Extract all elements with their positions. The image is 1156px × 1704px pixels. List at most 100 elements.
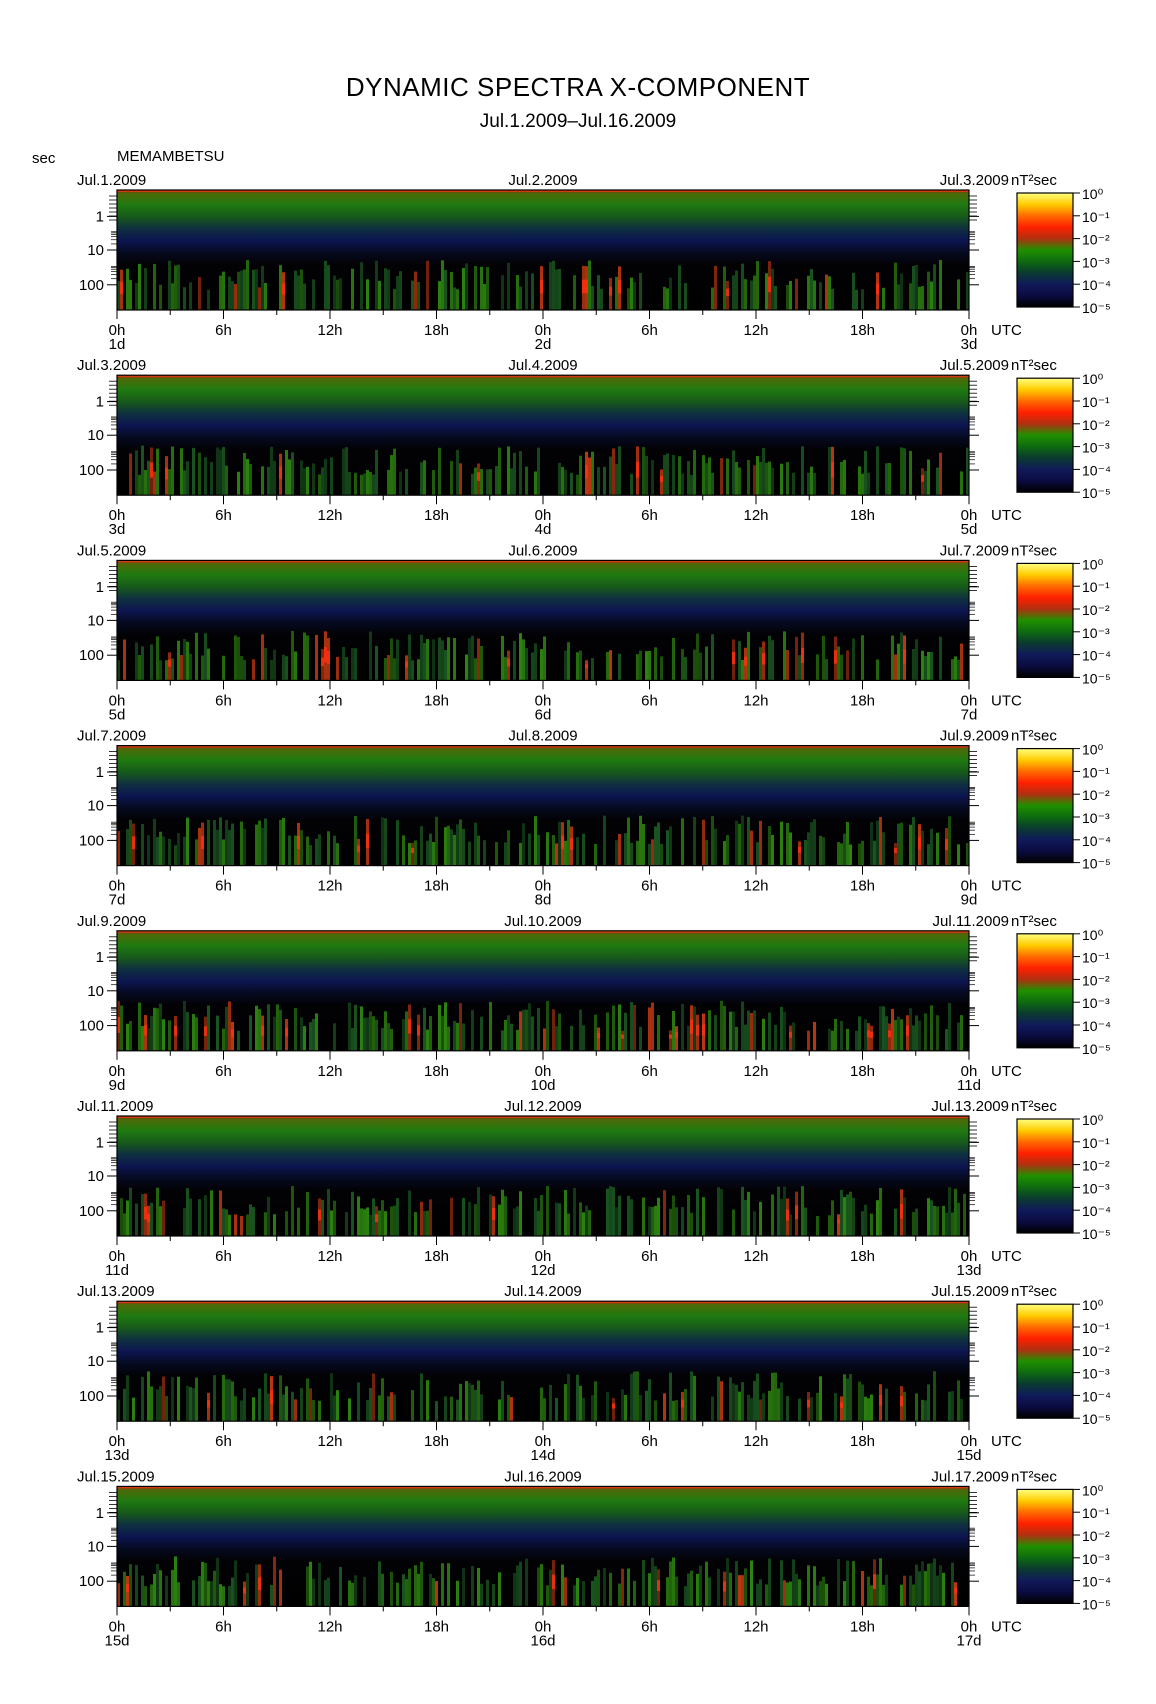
x-tick-label: 0h — [109, 692, 126, 709]
colorbar-tick-label: 10⁻⁵ — [1082, 1596, 1111, 1612]
x-tick-label: 18h — [424, 322, 449, 339]
colorbar-tick-label: 10⁰ — [1082, 186, 1104, 202]
x-tick-label: 0h — [535, 692, 552, 709]
x-tick-label: 6h — [215, 1248, 232, 1265]
x-tick-label: 18h — [424, 1248, 449, 1265]
colorbar — [1016, 192, 1074, 308]
colorbar — [1016, 1303, 1074, 1419]
y-tick-label: 100 — [79, 462, 104, 479]
panel-left-date: Jul.7.2009 — [77, 728, 146, 745]
x-tick-label: 0h — [961, 1618, 978, 1635]
colorbar-tick-label: 10⁰ — [1082, 1297, 1104, 1313]
day-label: 17d — [956, 1632, 981, 1649]
y-tick-label: 1 — [96, 1134, 104, 1151]
panel-mid-date: Jul.8.2009 — [508, 728, 577, 745]
y-tick-label: 1 — [96, 1505, 104, 1522]
x-tick-label: 12h — [317, 507, 342, 524]
colorbar — [1016, 747, 1074, 864]
x-tick-label: 18h — [424, 692, 449, 709]
colorbar-tick-label: 10⁻³ — [1082, 440, 1110, 456]
x-tick-label: 6h — [215, 1618, 232, 1635]
y-tick-label: 1 — [96, 394, 104, 411]
day-label: 11d — [957, 1077, 981, 1094]
x-axis-utc-label: UTC — [991, 878, 1022, 895]
colorbar-tick-label: 10⁰ — [1082, 1112, 1104, 1128]
panel-mid-date: Jul.2.2009 — [508, 172, 577, 189]
spectrogram-texture — [117, 630, 963, 681]
x-tick-label: 0h — [961, 1248, 978, 1265]
spectrogram-image — [117, 375, 969, 496]
spectrogram-texture — [117, 1000, 963, 1051]
x-tick-label: 6h — [215, 322, 232, 339]
colorbar — [1016, 377, 1074, 493]
panel-left-date: Jul.11.2009 — [77, 1098, 153, 1115]
colorbar-tick-label: 10⁻² — [1082, 1528, 1110, 1544]
colorbar — [1016, 1118, 1074, 1234]
x-tick-label: 6h — [641, 1618, 658, 1635]
x-tick-label: 18h — [424, 878, 449, 895]
colorbar-tick-label: 10⁻³ — [1082, 810, 1110, 826]
x-tick-label: 0h — [961, 322, 978, 339]
x-tick-label: 6h — [215, 1433, 232, 1450]
colorbar — [1016, 562, 1074, 679]
day-label: 3d — [961, 336, 978, 353]
x-axis-utc-label: UTC — [991, 692, 1022, 709]
y-tick-label: 100 — [79, 1203, 104, 1220]
panel-left-date: Jul.1.2009 — [77, 172, 146, 189]
spectrogram-texture — [117, 1371, 963, 1422]
x-tick-label: 12h — [743, 692, 768, 709]
day-label: 9d — [961, 892, 978, 909]
x-tick-label: 0h — [961, 1433, 978, 1450]
spectra-panel: Jul.15.2009 Jul.16.2009 Jul.17.2009 nT²sec 1… — [77, 1468, 1111, 1649]
x-tick-label: 0h — [109, 507, 126, 524]
y-tick-label: 1 — [96, 949, 104, 966]
colorbar-unit-label: nT²sec — [1011, 728, 1057, 745]
x-tick-label: 18h — [850, 692, 875, 709]
spectra-panel: Jul.5.2009 Jul.6.2009 Jul.7.2009 nT²sec 1 10 1… — [77, 542, 1111, 723]
y-unit-label: sec — [32, 150, 56, 167]
colorbar-tick-label: 10⁻³ — [1082, 995, 1110, 1011]
y-tick-label: 100 — [79, 1573, 104, 1590]
panel-mid-date: Jul.10.2009 — [504, 913, 582, 930]
x-tick-label: 12h — [743, 1433, 768, 1450]
y-tick-label: 1 — [96, 764, 104, 781]
day-label: 3d — [109, 521, 126, 538]
colorbar-tick-label: 10⁻⁵ — [1082, 485, 1111, 501]
panel-right-date: Jul.3.2009 — [940, 172, 1009, 189]
colorbar-tick-label: 10⁻¹ — [1082, 1320, 1110, 1336]
x-tick-label: 18h — [850, 1063, 875, 1080]
panel-right-date: Jul.15.2009 — [931, 1283, 1009, 1300]
y-tick-label: 100 — [79, 1018, 104, 1035]
x-axis-utc-label: UTC — [991, 1433, 1022, 1450]
colorbar-tick-label: 10⁻¹ — [1082, 579, 1110, 595]
colorbar — [1016, 933, 1074, 1049]
x-tick-label: 6h — [215, 1063, 232, 1080]
x-tick-label: 0h — [109, 1248, 126, 1265]
day-label: 12d — [530, 1262, 555, 1279]
spectra-panel: Jul.9.2009 Jul.10.2009 Jul.11.2009 nT²sec11… — [77, 913, 1111, 1094]
colorbar-tick-label: 10⁻⁵ — [1082, 300, 1111, 316]
colorbar-tick-label: 10⁻³ — [1082, 1180, 1110, 1196]
day-label: 1d — [109, 336, 126, 353]
colorbar-tick-label: 10⁻² — [1082, 602, 1110, 618]
x-tick-label: 6h — [641, 1063, 658, 1080]
colorbar-tick-label: 10⁻⁴ — [1082, 1018, 1111, 1034]
y-tick-label: 1 — [96, 208, 104, 225]
day-label: 14d — [530, 1447, 555, 1464]
x-tick-label: 12h — [743, 1618, 768, 1635]
spectra-panel: Jul.7.2009 Jul.8.2009 Jul.9.2009 nT²sec 1 10 1… — [77, 728, 1111, 909]
x-tick-label: 0h — [535, 507, 552, 524]
x-tick-label: 18h — [424, 1433, 449, 1450]
panel-left-date: Jul.5.2009 — [77, 542, 146, 559]
colorbar-tick-label: 10⁻² — [1082, 1158, 1110, 1174]
colorbar-tick-label: 10⁻³ — [1082, 625, 1110, 641]
panel-mid-date: Jul.14.2009 — [504, 1283, 582, 1300]
colorbar-tick-label: 10⁻² — [1082, 1343, 1110, 1359]
x-tick-label: 18h — [850, 1618, 875, 1635]
y-tick-label: 10 — [87, 242, 104, 259]
day-label: 15d — [104, 1632, 129, 1649]
x-tick-label: 12h — [317, 1248, 342, 1265]
x-tick-label: 6h — [641, 692, 658, 709]
day-label: 5d — [109, 706, 126, 723]
y-tick-label: 10 — [87, 1353, 104, 1370]
